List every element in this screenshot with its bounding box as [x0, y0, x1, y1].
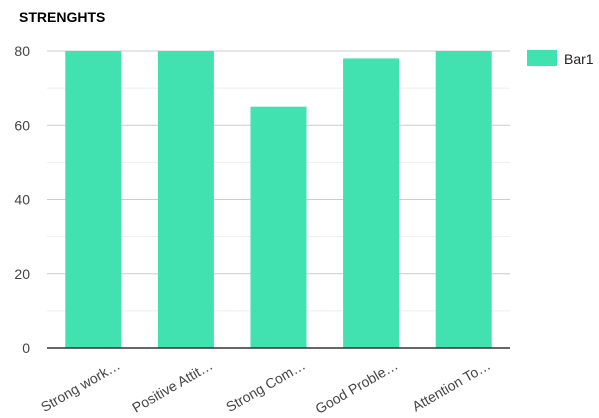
- legend[interactable]: Bar1: [527, 50, 594, 67]
- bar[interactable]: [343, 58, 400, 349]
- y-tick-label: 60: [14, 117, 30, 133]
- x-tick-label: Attention To…: [409, 357, 493, 415]
- legend-label[interactable]: Bar1: [564, 51, 594, 67]
- x-tick-label: Positive Attit…: [129, 357, 215, 416]
- y-axis-ticks: 0 20 40 60 80: [14, 43, 30, 356]
- bar[interactable]: [157, 51, 214, 348]
- bar[interactable]: [435, 51, 492, 348]
- x-tick-label: Strong work…: [38, 357, 123, 415]
- y-tick-label: 0: [22, 340, 30, 356]
- x-axis-ticks: Strong work… Positive Attit… Strong Com… Go…: [38, 357, 493, 417]
- bar[interactable]: [250, 106, 307, 348]
- x-tick-label: Strong Com…: [223, 357, 308, 415]
- y-tick-label: 20: [14, 266, 30, 282]
- bar[interactable]: [65, 51, 122, 348]
- x-tick-label: Good Proble…: [312, 357, 400, 417]
- chart-title: STRENGHTS: [19, 9, 106, 25]
- bars: [65, 51, 492, 349]
- y-tick-label: 80: [14, 43, 30, 59]
- y-tick-label: 40: [14, 192, 30, 208]
- legend-swatch[interactable]: [527, 50, 557, 66]
